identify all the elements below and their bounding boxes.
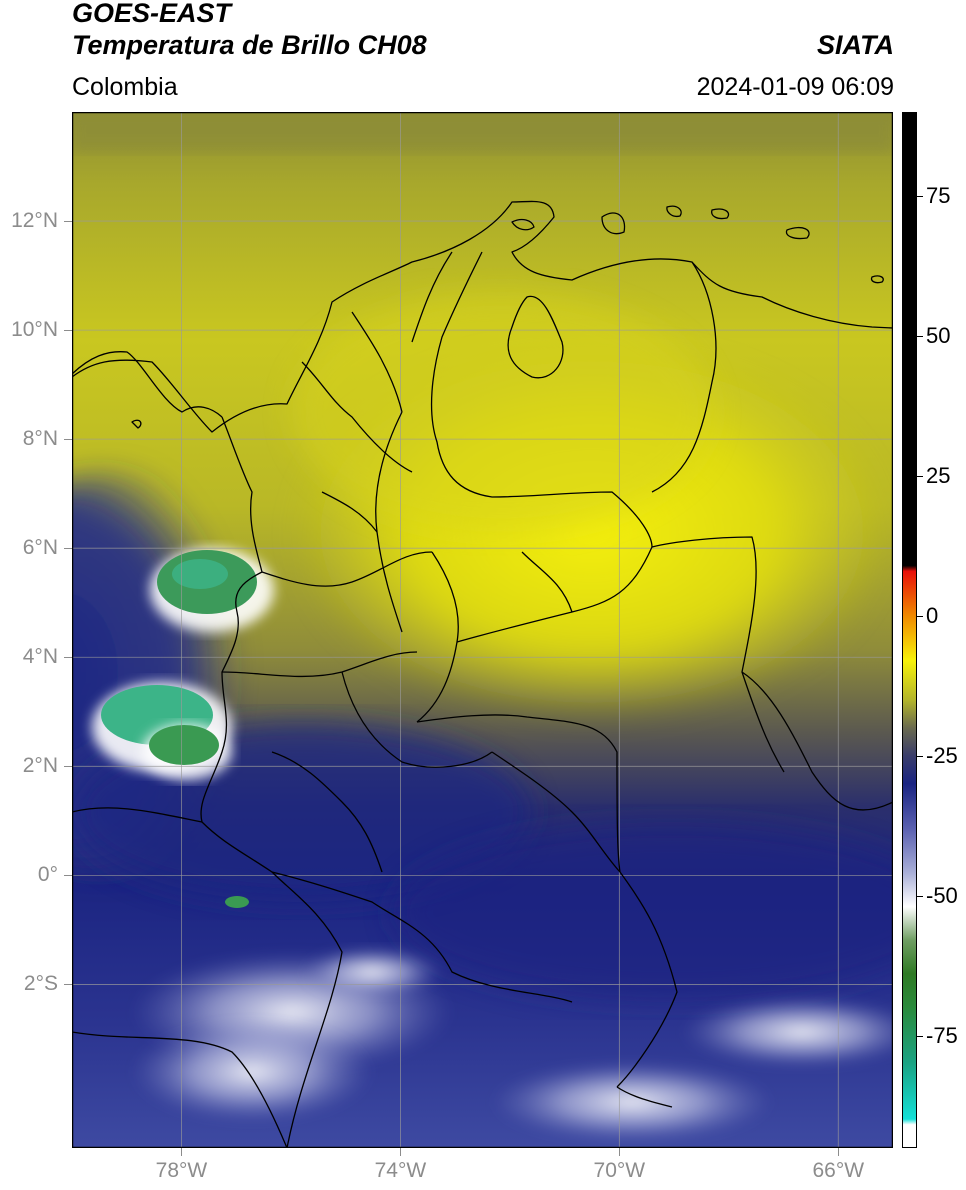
colorbar-tick — [917, 616, 923, 617]
colorbar-tick-label: 0 — [926, 603, 939, 628]
lon-tick-label: 74°W — [374, 1159, 427, 1182]
lon-tick-label: 70°W — [593, 1159, 646, 1182]
lat-tick-label: 6°N — [22, 536, 58, 560]
gridlines — [72, 112, 893, 1148]
colorbar-tick — [917, 196, 923, 197]
satellite-map[interactable] — [72, 112, 893, 1148]
region-label: Colombia — [72, 73, 178, 101]
lat-tick-mark — [64, 875, 72, 877]
product-title: Temperatura de Brillo CH08 — [72, 30, 427, 60]
colorbar-tick-label: -25 — [926, 743, 958, 768]
colorbar-tick-label: -50 — [926, 883, 958, 908]
lat-tick-label: 10°N — [11, 318, 58, 342]
lon-tick-mark — [181, 1148, 183, 1156]
colorbar-tick — [917, 896, 923, 897]
colorbar-tick — [917, 476, 923, 477]
lat-tick-label: 2°N — [22, 754, 58, 778]
lat-tick-label: 2°S — [23, 972, 58, 996]
colorbar-tick-label: 25 — [926, 463, 951, 488]
lat-tick-mark — [64, 657, 72, 659]
convective-cell-north — [150, 548, 274, 632]
lat-tick-label: 4°N — [22, 645, 58, 669]
organization-label: SIATA — [817, 30, 894, 60]
lat-tick-label: 0° — [37, 863, 58, 887]
datetime-label: 2024-01-09 06:09 — [696, 73, 894, 101]
brightness-temperature-field — [72, 112, 893, 1148]
colorbar-tick-label: -75 — [926, 1023, 958, 1048]
lat-tick-mark — [64, 439, 72, 441]
colorbar-tick — [917, 756, 923, 757]
lat-tick-label: 12°N — [11, 209, 58, 233]
map-frame — [72, 112, 893, 1148]
lat-tick-mark — [64, 548, 72, 550]
lon-tick-mark — [619, 1148, 621, 1156]
lat-tick-mark — [64, 766, 72, 768]
lon-tick-mark — [838, 1148, 840, 1156]
lon-tick-label: 78°W — [155, 1159, 208, 1182]
lat-tick-label: 8°N — [22, 427, 58, 451]
colorbar-tick — [917, 336, 923, 337]
map-canvas — [72, 112, 893, 1148]
lat-tick-mark — [64, 984, 72, 986]
colorbar-tick-label: 50 — [926, 323, 951, 348]
satellite-title: GOES-EAST — [72, 0, 232, 28]
lat-tick-mark — [64, 330, 72, 332]
colorbar — [902, 112, 917, 1148]
lon-tick-mark — [400, 1148, 402, 1156]
lon-tick-label: 66°W — [812, 1159, 865, 1182]
colorbar-tick-label: 75 — [926, 183, 951, 208]
lat-tick-mark — [64, 221, 72, 223]
colorbar-tick — [917, 1036, 923, 1037]
coastlines-and-borders — [72, 200, 893, 1148]
